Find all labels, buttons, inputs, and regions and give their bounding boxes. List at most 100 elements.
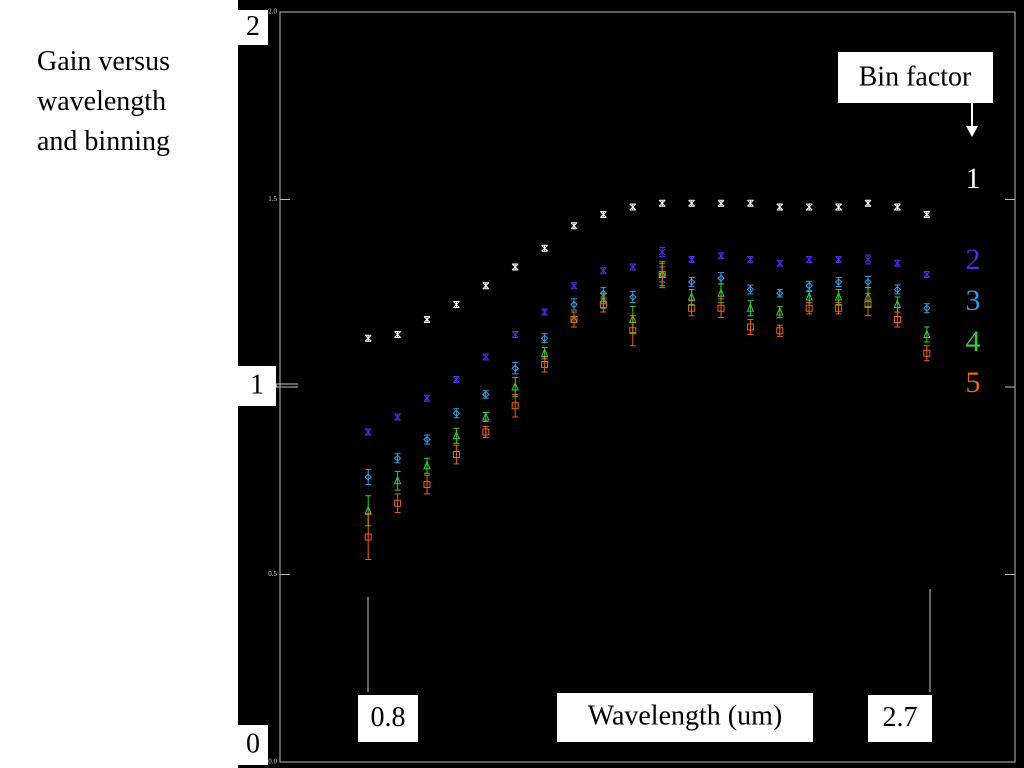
annotation: 0.8 bbox=[371, 702, 406, 733]
marker bbox=[423, 316, 431, 323]
marker bbox=[629, 263, 637, 271]
marker bbox=[629, 327, 637, 335]
annotation-box bbox=[358, 695, 418, 742]
marker bbox=[541, 361, 549, 368]
marker bbox=[482, 353, 490, 361]
marker bbox=[834, 291, 843, 301]
error-bar bbox=[394, 493, 401, 514]
error-bar bbox=[365, 514, 372, 560]
marker bbox=[511, 381, 519, 391]
slide-title: Gain versus wavelength and binning bbox=[37, 46, 170, 157]
marker bbox=[717, 252, 725, 260]
marker bbox=[835, 203, 842, 211]
error-bar bbox=[806, 302, 813, 315]
marker bbox=[452, 451, 460, 458]
error-bar bbox=[659, 260, 666, 289]
marker bbox=[599, 301, 607, 308]
annotation: 2 bbox=[246, 11, 260, 42]
marker bbox=[893, 299, 902, 308]
marker bbox=[570, 282, 578, 290]
marker bbox=[364, 428, 372, 436]
legend-title: Bin factor bbox=[859, 61, 972, 92]
marker bbox=[776, 259, 784, 267]
y-tick-label: 0.5 bbox=[268, 570, 277, 578]
marker bbox=[923, 349, 931, 357]
marker bbox=[834, 278, 843, 286]
marker bbox=[805, 203, 813, 211]
marker bbox=[864, 256, 872, 263]
legend-label: 3 bbox=[966, 284, 981, 317]
marker bbox=[776, 203, 784, 211]
marker bbox=[453, 376, 460, 383]
marker bbox=[747, 199, 754, 207]
error-bar bbox=[453, 444, 460, 465]
error-bar bbox=[424, 474, 430, 495]
marker bbox=[482, 282, 490, 290]
marker bbox=[893, 285, 902, 294]
marker bbox=[717, 304, 725, 312]
error-bar bbox=[512, 362, 519, 375]
annotation: 2.7 bbox=[883, 702, 918, 733]
marker bbox=[717, 199, 725, 207]
marker bbox=[452, 430, 461, 440]
marker bbox=[805, 304, 813, 312]
error-bar bbox=[629, 315, 636, 347]
marker bbox=[923, 211, 931, 218]
marker bbox=[629, 203, 637, 211]
annotation-box bbox=[238, 10, 268, 45]
marker bbox=[805, 256, 813, 263]
error-bar bbox=[365, 469, 372, 485]
marker bbox=[600, 267, 607, 275]
legend-title-box bbox=[838, 52, 993, 103]
marker bbox=[923, 271, 931, 278]
x-label-box bbox=[557, 693, 813, 742]
error-bar bbox=[835, 302, 842, 315]
legend-label: 2 bbox=[966, 243, 981, 276]
marker bbox=[688, 199, 695, 207]
marker bbox=[570, 300, 578, 309]
error-bar bbox=[571, 298, 577, 311]
marker bbox=[864, 278, 872, 286]
error-bar bbox=[923, 345, 930, 362]
marker bbox=[511, 263, 519, 271]
marker bbox=[923, 304, 931, 312]
marker bbox=[482, 428, 490, 436]
marker bbox=[746, 302, 755, 312]
marker bbox=[658, 248, 666, 256]
marker bbox=[453, 301, 460, 308]
error-bar bbox=[482, 425, 489, 439]
marker bbox=[688, 304, 696, 312]
error-bar bbox=[629, 290, 636, 304]
marker bbox=[364, 334, 372, 342]
marker bbox=[452, 409, 461, 417]
marker bbox=[805, 282, 813, 290]
annotation-box bbox=[238, 366, 276, 406]
error-bar bbox=[747, 319, 754, 335]
error-bar bbox=[394, 470, 401, 491]
annotation: 0 bbox=[246, 728, 260, 759]
marker bbox=[893, 316, 901, 323]
marker bbox=[776, 289, 784, 297]
marker bbox=[687, 291, 696, 301]
plot-background bbox=[238, 0, 1024, 768]
marker bbox=[747, 256, 754, 263]
error-bar bbox=[600, 296, 607, 313]
marker bbox=[835, 304, 843, 312]
y-tick-label: 1.5 bbox=[268, 195, 277, 203]
marker bbox=[600, 211, 607, 218]
marker bbox=[511, 364, 519, 372]
error-bar bbox=[865, 292, 871, 317]
marker bbox=[776, 327, 784, 335]
marker bbox=[393, 475, 402, 485]
y-tick-label: 2.0 bbox=[268, 8, 277, 16]
marker bbox=[541, 244, 548, 252]
error-bar bbox=[541, 356, 548, 373]
marker bbox=[717, 287, 725, 297]
marker bbox=[923, 329, 931, 338]
marker bbox=[364, 533, 372, 541]
marker bbox=[394, 499, 402, 507]
marker bbox=[658, 271, 666, 278]
error-bar bbox=[512, 394, 519, 418]
